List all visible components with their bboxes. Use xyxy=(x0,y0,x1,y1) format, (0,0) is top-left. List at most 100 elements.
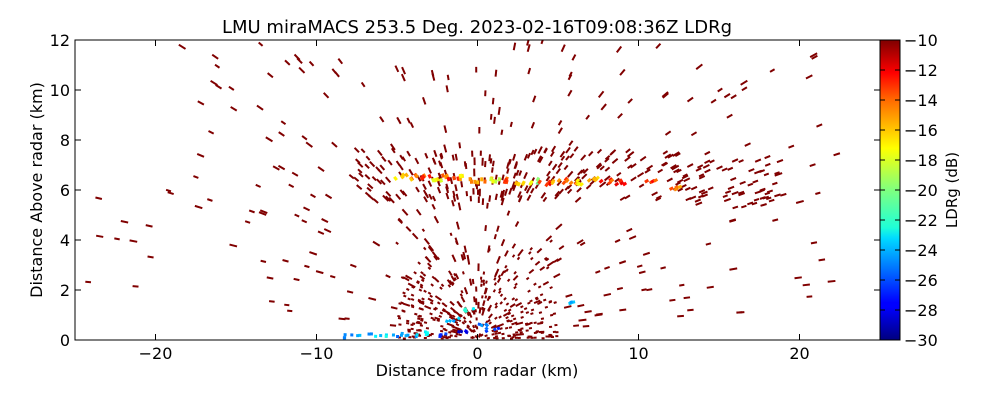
gate-mark xyxy=(740,204,747,209)
gate-mark xyxy=(585,114,591,120)
gate-mark xyxy=(419,175,425,181)
gate-mark xyxy=(488,248,491,252)
gate-mark xyxy=(401,190,408,197)
gate-mark xyxy=(723,93,731,99)
gate-mark xyxy=(630,162,637,169)
gate-mark xyxy=(584,310,592,314)
gate-mark xyxy=(768,198,775,203)
gate-mark xyxy=(477,322,482,327)
gate-mark xyxy=(268,300,275,303)
gate-mark xyxy=(456,300,460,305)
gate-mark xyxy=(582,168,589,174)
gate-mark xyxy=(317,230,325,235)
gate-mark xyxy=(530,256,534,261)
gate-mark xyxy=(452,328,456,332)
gate-mark xyxy=(496,324,501,328)
gate-mark xyxy=(469,329,474,333)
gate-mark xyxy=(397,217,403,223)
gate-mark xyxy=(360,148,366,154)
gate-mark xyxy=(512,42,517,51)
gate-mark xyxy=(458,333,462,337)
gate-mark xyxy=(443,125,448,134)
gate-mark xyxy=(617,112,623,119)
gate-mark xyxy=(434,295,442,302)
gate-mark xyxy=(431,275,436,280)
y-tick-label: 6 xyxy=(60,181,70,200)
gate-mark xyxy=(488,321,492,325)
gate-mark xyxy=(764,162,771,167)
gate-mark xyxy=(614,177,620,183)
gate-mark xyxy=(545,235,553,242)
gate-mark xyxy=(416,281,420,285)
gate-mark xyxy=(546,179,552,185)
gate-mark xyxy=(461,256,465,260)
gate-mark xyxy=(534,260,541,266)
gate-mark xyxy=(598,178,604,184)
gate-mark xyxy=(500,129,504,136)
gate-mark xyxy=(636,264,643,268)
gate-mark xyxy=(597,90,605,99)
gate-mark xyxy=(427,180,433,187)
gate-mark xyxy=(453,277,457,281)
gate-mark xyxy=(604,157,610,163)
gate-mark xyxy=(618,260,627,265)
gate-mark xyxy=(385,190,392,198)
gate-mark xyxy=(671,164,680,171)
gate-mark xyxy=(265,136,274,143)
gate-mark xyxy=(481,295,484,299)
gate-mark xyxy=(452,175,456,181)
gate-mark xyxy=(423,289,427,293)
gate-mark xyxy=(776,159,784,164)
gate-mark xyxy=(705,242,712,246)
gate-mark xyxy=(586,177,592,183)
gate-mark xyxy=(506,210,511,216)
gate-mark xyxy=(304,264,310,269)
gate-mark xyxy=(433,177,438,183)
gate-mark xyxy=(493,277,497,281)
gate-mark xyxy=(410,293,415,297)
gate-mark xyxy=(567,89,573,97)
gate-mark xyxy=(445,192,450,200)
gate-mark xyxy=(664,130,672,136)
gate-mark xyxy=(471,278,475,285)
gate-mark xyxy=(529,299,533,303)
gate-mark xyxy=(596,312,603,316)
gate-mark xyxy=(448,270,453,277)
gate-mark xyxy=(569,153,575,159)
gate-mark xyxy=(565,155,570,161)
gate-mark xyxy=(492,289,496,293)
gate-mark xyxy=(451,325,455,329)
gate-mark xyxy=(463,161,467,167)
gate-mark xyxy=(548,300,552,304)
gate-mark xyxy=(266,72,274,79)
gate-mark xyxy=(393,175,398,181)
gate-mark xyxy=(420,271,424,275)
gate-mark xyxy=(753,197,760,202)
gate-mark xyxy=(296,57,303,65)
gate-mark xyxy=(600,103,607,111)
gate-mark xyxy=(427,291,432,295)
gate-mark xyxy=(527,67,532,75)
gate-mark xyxy=(690,131,698,137)
gate-mark xyxy=(410,305,415,309)
gate-mark xyxy=(434,306,438,310)
gate-mark xyxy=(514,180,519,186)
gate-mark xyxy=(410,298,415,301)
gate-mark xyxy=(449,176,454,185)
gate-mark xyxy=(408,176,414,182)
gate-mark xyxy=(564,178,570,184)
gate-mark xyxy=(365,155,371,161)
gate-mark xyxy=(448,331,452,334)
gate-mark xyxy=(382,194,390,202)
gate-mark xyxy=(550,151,555,157)
gate-mark xyxy=(394,65,400,73)
gate-mark xyxy=(508,326,513,329)
gate-mark xyxy=(484,329,489,334)
gate-mark xyxy=(641,288,647,292)
gate-mark xyxy=(471,329,475,334)
gate-mark xyxy=(582,324,590,328)
gate-mark xyxy=(373,198,379,204)
gate-mark xyxy=(409,122,415,129)
gate-mark xyxy=(358,172,364,178)
gate-mark xyxy=(553,273,561,279)
